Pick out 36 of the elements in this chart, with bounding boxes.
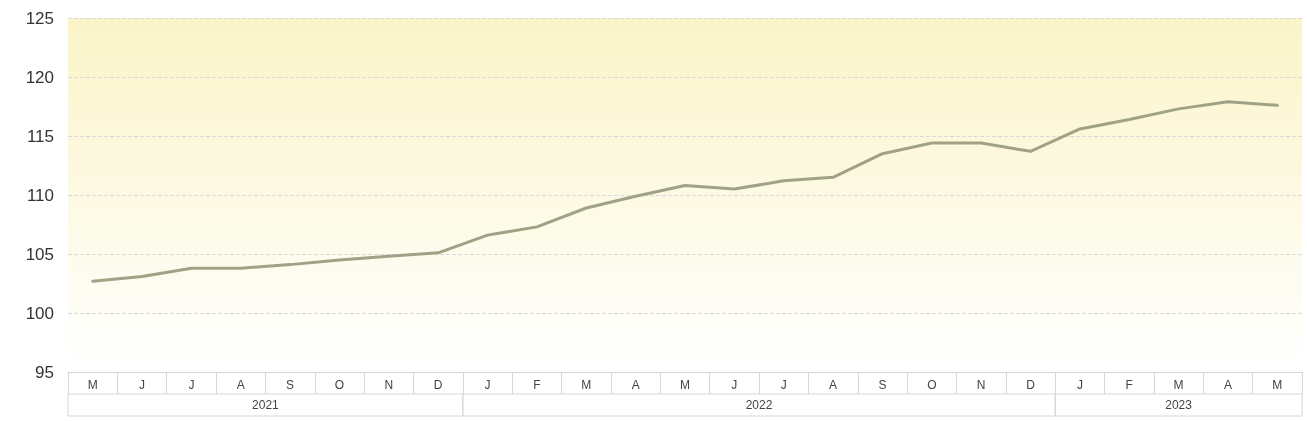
x-tick-label: O	[927, 378, 937, 392]
x-tick-label: A	[1223, 378, 1232, 392]
y-tick-label: 105	[25, 244, 54, 264]
x-tick-label: A	[829, 378, 838, 392]
text: 2022	[745, 398, 773, 412]
x-tick-label: M	[87, 378, 98, 392]
x-tick-label: M	[1173, 378, 1184, 392]
x-tick-label: M	[581, 378, 592, 392]
x-tick-label: F	[1125, 378, 1133, 392]
text: 2023	[1165, 398, 1193, 412]
x-tick-label: M	[1272, 378, 1283, 392]
x-tick-label: J	[188, 378, 195, 392]
y-tick-label: 125	[25, 8, 54, 28]
x-tick-label: M	[680, 378, 690, 392]
x-tick-label: S	[286, 378, 295, 392]
line-series	[91, 100, 1279, 283]
x-tick-label: A	[631, 378, 640, 392]
x-tick-label: J	[780, 378, 787, 392]
x-tick-label: N	[384, 378, 394, 392]
y-tick-label: 95	[35, 362, 54, 382]
y-tick-label: 110	[26, 185, 54, 205]
text: 2021	[252, 398, 280, 412]
x-tick-label: N	[976, 378, 986, 392]
x-tick-label: O	[334, 378, 345, 392]
x-tick-label: J	[731, 378, 738, 392]
x-tick-label: D	[433, 378, 443, 392]
y-tick-label: 115	[26, 126, 54, 146]
x-tick-label: A	[236, 378, 245, 392]
x-tick-label: J	[139, 378, 146, 392]
x-tick-label: D	[1026, 378, 1036, 392]
x-tick-label: F	[533, 378, 541, 392]
y-tick-label: 100	[25, 303, 54, 323]
y-tick-label: 120	[25, 67, 54, 87]
x-tick-label: S	[878, 378, 887, 392]
x-tick-label: J	[484, 378, 491, 392]
x-tick-label: J	[1076, 378, 1083, 392]
